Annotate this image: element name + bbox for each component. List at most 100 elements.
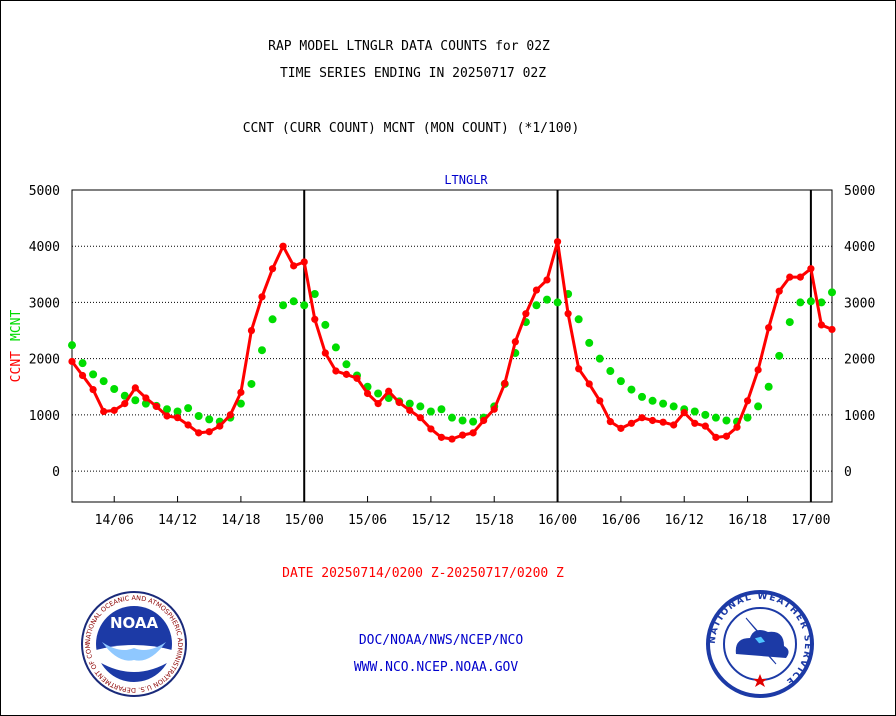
chart-subtitle: CCNT (CURR COUNT) MCNT (MON COUNT) (*1/1…: [242, 121, 580, 136]
point-ccnt-36: [448, 435, 456, 443]
point-ccnt-1: [78, 371, 87, 380]
point-ccnt-50: [596, 397, 604, 405]
point-mcnt-4: [110, 385, 119, 394]
point-mcnt-21: [289, 297, 298, 306]
point-ccnt-63: [733, 423, 741, 431]
point-mcnt-56: [659, 399, 668, 408]
point-mcnt-48: [574, 315, 583, 324]
point-mcnt-9: [163, 405, 171, 414]
point-mcnt-7: [141, 399, 150, 408]
point-ccnt-35: [437, 433, 446, 441]
point-ccnt-13: [205, 428, 213, 436]
point-ccnt-26: [342, 370, 351, 378]
x-tick-label-17-00: 17/00: [791, 513, 830, 528]
point-ccnt-37: [458, 431, 467, 439]
point-mcnt-38: [469, 417, 478, 426]
y-tick-right-3000: 3000: [844, 296, 875, 311]
point-mcnt-50: [595, 354, 604, 363]
point-ccnt-60: [701, 422, 709, 430]
y-tick-left-0: 0: [52, 465, 60, 480]
svg-text:NOAA: NOAA: [110, 614, 159, 632]
point-mcnt-51: [606, 367, 615, 376]
point-ccnt-24: [321, 349, 329, 357]
point-ccnt-40: [490, 405, 498, 413]
nws-logo: NATIONAL WEATHER SERVICE: [706, 590, 814, 698]
point-ccnt-69: [796, 273, 804, 281]
point-ccnt-39: [480, 416, 488, 425]
point-ccnt-5: [121, 400, 129, 408]
point-mcnt-52: [616, 377, 625, 386]
y-tick-right-1000: 1000: [844, 409, 875, 424]
point-mcnt-1: [78, 359, 87, 368]
point-ccnt-53: [627, 419, 636, 427]
point-ccnt-17: [247, 326, 256, 335]
point-ccnt-59: [691, 419, 699, 427]
point-ccnt-4: [110, 406, 118, 414]
point-ccnt-15: [226, 411, 234, 419]
point-mcnt-69: [796, 298, 805, 307]
point-mcnt-57: [669, 402, 678, 411]
point-ccnt-62: [722, 432, 731, 440]
point-ccnt-67: [775, 287, 783, 295]
point-ccnt-71: [817, 321, 826, 329]
x-tick-label-15-18: 15/18: [475, 513, 514, 528]
point-ccnt-38: [469, 429, 477, 437]
point-mcnt-24: [321, 320, 330, 329]
x-tick-label-15-12: 15/12: [411, 513, 450, 528]
x-tick-label-15-00: 15/00: [285, 513, 324, 528]
point-ccnt-55: [648, 416, 657, 425]
point-ccnt-46: [553, 238, 562, 246]
point-mcnt-60: [701, 410, 710, 419]
point-mcnt-61: [711, 413, 720, 422]
point-ccnt-70: [807, 265, 815, 273]
point-mcnt-65: [754, 402, 763, 411]
point-mcnt-36: [448, 413, 456, 422]
y-tick-left-1000: 1000: [29, 409, 60, 424]
point-ccnt-72: [828, 325, 836, 334]
point-ccnt-65: [754, 366, 762, 374]
point-ccnt-19: [268, 265, 277, 273]
point-ccnt-45: [543, 276, 551, 284]
point-mcnt-19: [268, 315, 277, 324]
x-tick-label-14-12: 14/12: [158, 513, 197, 528]
point-mcnt-35: [437, 405, 446, 414]
x-tick-label-16-06: 16/06: [601, 513, 640, 528]
point-ccnt-12: [195, 429, 203, 437]
date-range-label: DATE 20250714/0200 Z-20250717/0200 Z: [282, 566, 564, 581]
point-mcnt-5: [120, 391, 129, 400]
point-ccnt-10: [173, 414, 182, 422]
y-tick-left-5000: 5000: [29, 184, 60, 199]
point-ccnt-57: [670, 421, 678, 429]
point-mcnt-23: [310, 290, 319, 298]
point-mcnt-26: [342, 360, 351, 369]
point-mcnt-45: [543, 295, 551, 304]
point-mcnt-25: [331, 343, 340, 352]
point-ccnt-66: [765, 324, 773, 332]
point-mcnt-71: [817, 298, 826, 307]
point-mcnt-11: [184, 404, 193, 413]
point-mcnt-3: [99, 377, 108, 386]
point-mcnt-12: [194, 411, 203, 420]
point-mcnt-29: [374, 389, 383, 398]
point-ccnt-16: [237, 388, 245, 396]
point-ccnt-56: [659, 418, 667, 426]
y-tick-right-5000: 5000: [844, 184, 875, 199]
point-ccnt-33: [416, 414, 424, 422]
point-mcnt-55: [648, 396, 657, 405]
point-ccnt-58: [680, 409, 688, 417]
point-mcnt-33: [416, 402, 425, 411]
point-ccnt-68: [786, 273, 794, 281]
plot-canvas: 5000 5000 4000 4000 3000 3000 2000 2000 1000 1000…: [9, 173, 875, 528]
point-ccnt-34: [427, 425, 435, 433]
point-mcnt-6: [131, 396, 140, 405]
point-ccnt-52: [617, 424, 625, 432]
y-tick-right-0: 0: [844, 465, 852, 480]
website-link[interactable]: WWW.NCO.NCEP.NOAA.GOV: [353, 660, 519, 675]
point-ccnt-20: [279, 242, 287, 250]
point-ccnt-23: [311, 315, 319, 323]
point-ccnt-49: [585, 380, 593, 388]
point-mcnt-64: [743, 413, 752, 422]
y-axis-label: CCNT MCNT: [9, 310, 24, 383]
plot-label: LTNGLR: [444, 173, 488, 187]
point-mcnt-54: [638, 392, 646, 401]
